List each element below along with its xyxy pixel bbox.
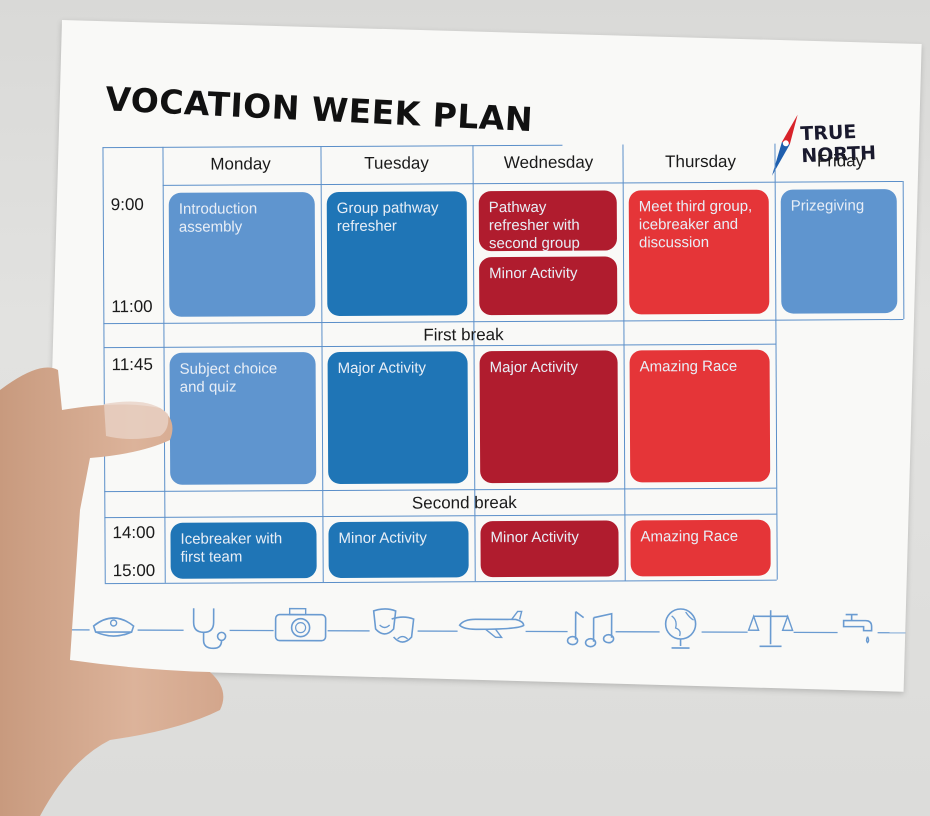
- camera-icon: [273, 606, 328, 643]
- time-label: 11:45: [111, 354, 153, 375]
- grid-line: [902, 180, 905, 319]
- compass-needle-icon: [771, 114, 798, 176]
- session-thursday-midday: Amazing Race: [629, 349, 771, 483]
- time-label: 15:00: [112, 560, 156, 581]
- police-cap-icon: [89, 611, 138, 641]
- globe-icon: [659, 605, 702, 653]
- session-wednesday-morning-2: Minor Activity: [479, 256, 618, 316]
- time-label: 9:00: [110, 194, 144, 215]
- time-label: 14:00: [112, 522, 156, 543]
- career-icon-row: [45, 604, 906, 657]
- grid-line: [162, 180, 903, 186]
- session-wednesday-morning-1: Pathway refresher with second group: [478, 190, 618, 252]
- session-monday-afternoon: Icebreaker with first team: [170, 522, 317, 579]
- session-monday-midday: Subject choice and quiz: [169, 352, 317, 485]
- page-title: VOCATION WEEK PLAN: [104, 79, 534, 140]
- session-friday-morning: Prizegiving: [780, 189, 898, 314]
- stethoscope-icon: [183, 604, 230, 651]
- day-header-tuesday: Tuesday: [364, 153, 429, 173]
- second-break-label: Second break: [411, 493, 517, 513]
- scales-icon: [747, 606, 794, 651]
- day-header-thursday: Thursday: [665, 151, 737, 172]
- grid-line: [103, 318, 904, 325]
- session-thursday-afternoon: Amazing Race: [630, 519, 771, 577]
- session-tuesday-afternoon: Minor Activity: [328, 521, 469, 579]
- session-tuesday-morning: Group pathway refresher: [326, 191, 468, 317]
- grid-line: [104, 579, 777, 585]
- true-north-logo: TRUE NORTH: [770, 114, 882, 187]
- time-label: 11:00: [111, 296, 153, 317]
- session-wednesday-afternoon: Minor Activity: [480, 520, 619, 578]
- session-tuesday-midday: Major Activity: [327, 351, 469, 485]
- printed-sheet: VOCATION WEEK PLAN TRUE NORTH Monday Tue…: [43, 20, 924, 692]
- tap-icon: [837, 606, 878, 651]
- session-monday-morning: Introduction assembly: [168, 192, 316, 317]
- day-header-wednesday: Wednesday: [503, 152, 594, 173]
- theatre-masks-icon: [369, 604, 418, 650]
- grid-line: [102, 147, 106, 584]
- first-break-label: First break: [423, 325, 504, 345]
- grid-line: [102, 144, 563, 149]
- day-header-monday: Monday: [210, 154, 271, 174]
- airplane-icon: [457, 609, 526, 639]
- session-wednesday-midday: Major Activity: [479, 350, 619, 484]
- session-thursday-morning: Meet third group, icebreaker and discuss…: [628, 189, 770, 315]
- schedule-grid: Monday Tuesday Wednesday Thursday Friday…: [102, 143, 924, 587]
- logo-line-1: TRUE: [799, 120, 857, 146]
- music-notes-icon: [566, 605, 616, 650]
- day-header-friday: Friday: [816, 151, 865, 171]
